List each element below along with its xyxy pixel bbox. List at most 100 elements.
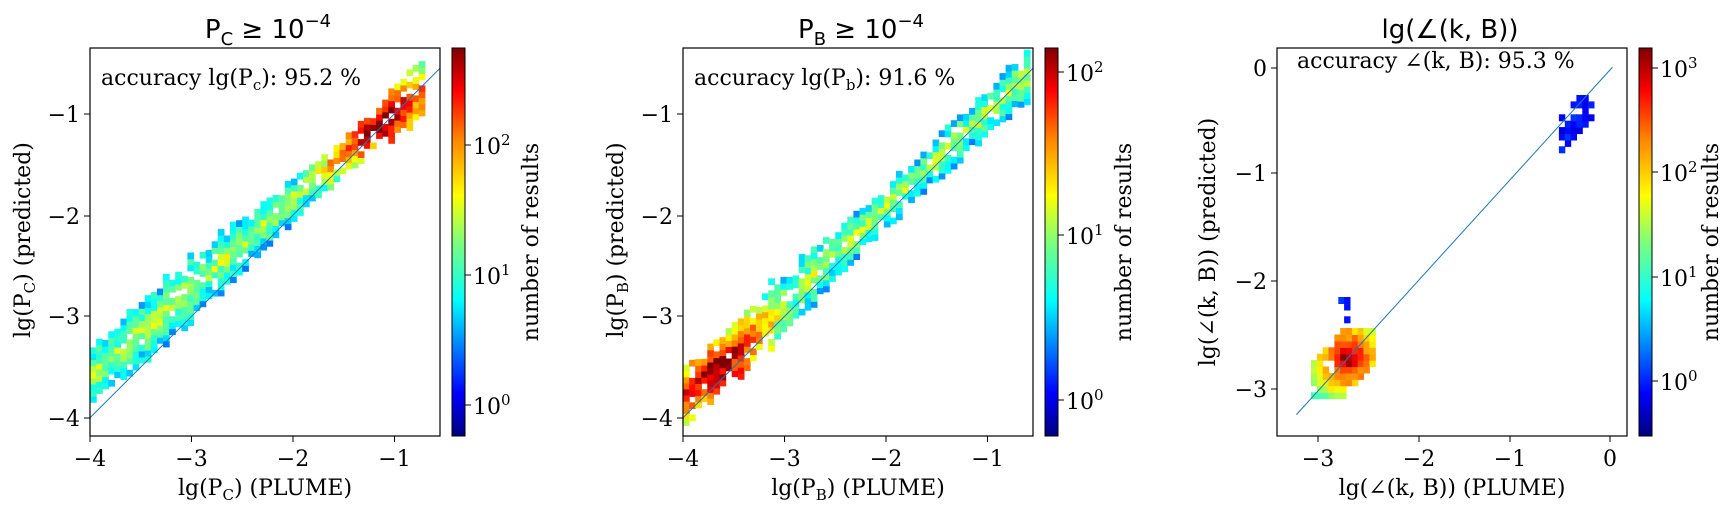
- density-cell: [363, 117, 371, 125]
- density-cell: [719, 355, 727, 363]
- density-cell: [138, 326, 146, 334]
- density-cell: [327, 171, 335, 179]
- density-cell: [707, 355, 714, 363]
- density-cell: [102, 358, 109, 365]
- density-cell: [412, 65, 420, 72]
- density-cell: [272, 219, 280, 226]
- colorbar-gradient: [1638, 47, 1653, 437]
- density-cell: [896, 183, 903, 190]
- density-cell: [230, 270, 237, 277]
- density-cell: [363, 129, 371, 137]
- colorbar-tick-label: 101: [473, 261, 511, 290]
- density-cell: [157, 288, 164, 296]
- density-cell: [260, 243, 268, 251]
- density-cell: [388, 137, 395, 144]
- density-cell: [230, 221, 237, 229]
- density-cell: [418, 61, 426, 68]
- density-cell: [920, 182, 928, 189]
- density-cell: [150, 310, 158, 317]
- density-cell: [737, 324, 745, 332]
- density-cell: [211, 259, 219, 267]
- density-cell: [792, 293, 800, 301]
- density-cell: [999, 97, 1007, 105]
- density-cell: [400, 115, 408, 122]
- density-cell: [96, 381, 103, 388]
- density-cell: [321, 166, 328, 174]
- x-tick-2: −1: [1494, 436, 1526, 472]
- colorbar-gradient: [1044, 47, 1059, 437]
- density-cell: [120, 336, 128, 344]
- density-cell: [382, 130, 389, 137]
- y-tick-3: 0: [1253, 57, 1277, 82]
- density-cell: [1338, 297, 1345, 304]
- density-cell: [303, 200, 310, 208]
- density-cell: [297, 203, 304, 210]
- density-cell: [920, 157, 928, 165]
- density-cell: [181, 324, 188, 332]
- density-cell: [157, 324, 164, 332]
- density-cell: [890, 187, 897, 194]
- density-cell: [163, 328, 170, 336]
- density-cell: [877, 201, 885, 208]
- density-cell: [1005, 95, 1013, 102]
- accuracy-annotation: accuracy lg(Pc): 95.2 %: [101, 66, 361, 94]
- density-cell: [114, 365, 121, 372]
- density-cell: [272, 201, 280, 208]
- y-tick-label: −1: [1235, 162, 1267, 187]
- colorbar-tick-label: 100: [1066, 386, 1104, 415]
- density-cell: [1346, 379, 1353, 387]
- density-cell: [920, 151, 928, 159]
- plot-frame: [89, 47, 441, 437]
- density-cell: [780, 301, 788, 308]
- density-cell: [780, 289, 788, 296]
- density-cell: [406, 93, 414, 101]
- density-cell: [187, 307, 195, 314]
- density-cell: [890, 217, 897, 225]
- y-tick-label: −2: [1235, 270, 1267, 295]
- density-cell: [339, 167, 347, 175]
- density-cell: [829, 250, 836, 258]
- density-cell: [768, 345, 775, 352]
- density-cells: [683, 49, 1031, 426]
- density-cell: [798, 308, 806, 316]
- density-cell: [823, 267, 830, 275]
- density-cell: [1351, 340, 1359, 348]
- y-axis: −3 −2 −1 0 lg(∠(k, B)) (predicted): [1196, 57, 1277, 403]
- x-tick-1: −2: [1403, 436, 1435, 472]
- density-cell: [695, 389, 702, 397]
- density-cell: [810, 301, 818, 308]
- density-cell: [1340, 328, 1347, 335]
- density-cell: [737, 367, 745, 374]
- density-cell: [963, 120, 970, 127]
- density-cell: [345, 150, 353, 158]
- density-cell: [743, 309, 751, 317]
- density-cell: [920, 188, 928, 195]
- density-cell: [1357, 360, 1365, 368]
- density-cell: [138, 302, 146, 309]
- density-cell: [981, 118, 988, 126]
- density-cell: [102, 376, 109, 384]
- density-cell: [132, 345, 140, 353]
- density-cell: [719, 379, 727, 387]
- density-cell: [993, 119, 1001, 127]
- density-cell: [114, 359, 121, 366]
- density-cell: [1340, 372, 1347, 380]
- y-axis-label: lg(∠(k, B)) (predicted): [1196, 118, 1221, 367]
- density-cell: [327, 177, 335, 185]
- density-cell: [230, 276, 237, 284]
- density-cell: [1346, 360, 1353, 368]
- density-cell: [418, 109, 426, 117]
- density-cell: [150, 291, 158, 299]
- density-cell: [804, 285, 812, 293]
- density-cell: [266, 227, 274, 235]
- density-cell: [1322, 366, 1330, 374]
- density-cell: [896, 207, 903, 215]
- density-cell: [248, 250, 255, 257]
- density-cell: [236, 250, 243, 258]
- colorbar-label: number of results: [1699, 143, 1724, 341]
- density-cell: [1558, 127, 1566, 135]
- density-cell: [248, 225, 255, 233]
- density-cell: [719, 367, 727, 375]
- density-cell: [199, 300, 207, 308]
- y-tick-2: −2: [641, 205, 683, 230]
